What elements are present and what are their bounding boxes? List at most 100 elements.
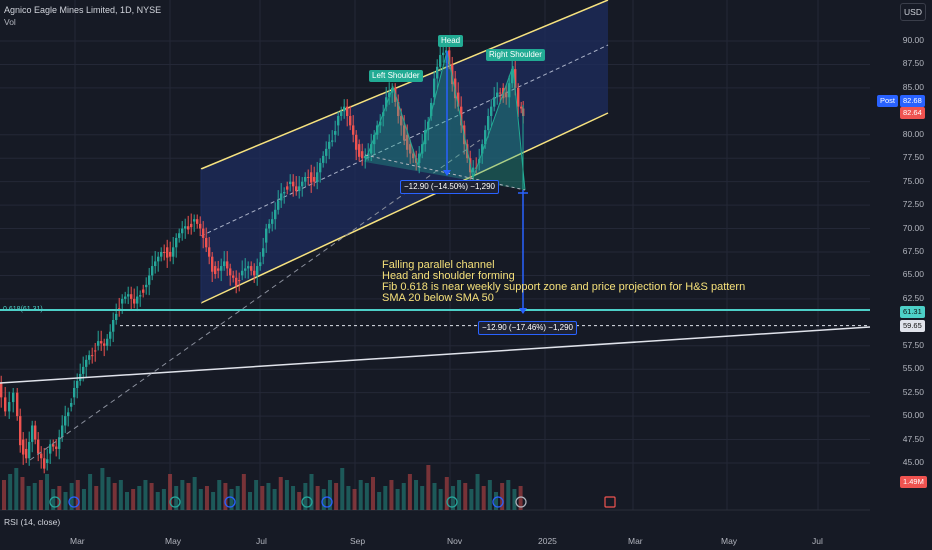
volume-bar	[426, 465, 431, 510]
y-tick-label: 80.00	[902, 128, 924, 139]
candle-body	[448, 50, 451, 65]
candle-body	[490, 106, 493, 117]
candle-body	[325, 148, 328, 156]
fib-label: 0.618(61.31)	[3, 306, 43, 313]
candle-body	[151, 266, 154, 276]
candle-body	[0, 383, 3, 398]
y-tick-label: 75.00	[902, 175, 924, 186]
candle-body	[52, 444, 55, 447]
candle-body	[337, 116, 340, 126]
volume-bar	[106, 477, 111, 510]
candle-body	[82, 366, 85, 374]
volume-bar	[51, 489, 56, 510]
event-marker	[68, 496, 80, 508]
candle-body	[256, 266, 259, 276]
volume-bar	[32, 483, 37, 510]
candle-body	[184, 226, 187, 229]
x-tick-label: Sep	[350, 536, 366, 546]
candle-body	[73, 387, 76, 398]
candle-body	[4, 397, 7, 412]
candle-body	[430, 102, 433, 117]
volume-bar	[450, 486, 455, 510]
candle-body	[412, 153, 415, 159]
candle-body	[388, 92, 391, 98]
candle-body	[400, 116, 403, 126]
candle-body	[439, 55, 442, 67]
volume-tag: 1.49M	[900, 476, 927, 488]
candle-body	[58, 437, 61, 449]
volume-bar	[155, 492, 160, 510]
support-price-tag: 61.31	[900, 306, 925, 318]
event-marker	[492, 496, 504, 508]
candle-body	[511, 69, 514, 84]
volume-bar	[8, 474, 13, 510]
candle-body	[481, 144, 484, 154]
candle-body	[214, 266, 217, 275]
candle-body	[190, 223, 193, 228]
candle-body	[460, 106, 463, 126]
currency-button[interactable]: USD	[900, 3, 926, 21]
candle-body	[154, 261, 157, 267]
candle-body	[346, 106, 349, 117]
candle-body	[520, 106, 523, 109]
volume-bar	[512, 489, 517, 510]
candle-body	[253, 270, 256, 276]
x-tick-label: May	[165, 536, 182, 546]
candle-body	[505, 92, 508, 98]
right-shoulder-label: Right Shoulder	[486, 49, 545, 61]
volume-bar	[118, 480, 123, 510]
y-tick-label: 77.50	[902, 152, 924, 163]
candle-body	[274, 209, 277, 220]
candle-body	[103, 343, 106, 346]
candle-body	[12, 392, 15, 403]
candle-body	[172, 247, 175, 257]
volume-bar	[444, 477, 449, 510]
measure-top-label: −12.90 (−14.50%) −1,290	[400, 180, 499, 194]
volume-bar	[38, 480, 43, 510]
candle-body	[247, 266, 250, 269]
candle-body	[271, 219, 274, 224]
candle-body	[130, 294, 133, 299]
candle-body	[379, 121, 382, 126]
event-marker	[49, 496, 61, 508]
candle-body	[484, 130, 487, 145]
left-shoulder-label: Left Shoulder	[369, 70, 423, 82]
candle-body	[283, 191, 286, 194]
event-marker	[321, 496, 333, 508]
volume-bar	[371, 477, 375, 510]
candle-body	[16, 392, 19, 417]
volume-bar	[309, 474, 314, 510]
volume-bar	[248, 492, 252, 510]
candle-body	[187, 226, 190, 230]
candle-body	[142, 289, 145, 293]
candle-body	[94, 350, 97, 352]
post-price-tag: 82.68	[900, 95, 925, 107]
candle-body	[286, 186, 289, 190]
volume-bar	[20, 477, 25, 510]
volume-bar	[358, 480, 363, 510]
volume-bar	[14, 468, 19, 510]
candle-body	[100, 341, 103, 344]
candle-body	[403, 125, 406, 141]
candle-body	[97, 341, 100, 346]
x-tick-label: Jul	[256, 536, 267, 546]
candle-body	[145, 284, 148, 288]
candle-body	[316, 172, 319, 182]
volume-bars	[2, 465, 523, 510]
volume-bar	[137, 486, 142, 510]
y-tick-label: 85.00	[902, 81, 924, 92]
candle-body	[292, 181, 295, 187]
volume-bar	[204, 486, 209, 510]
volume-bar	[180, 480, 185, 510]
volume-bar	[69, 483, 74, 510]
candle-body	[241, 270, 244, 276]
candle-body	[436, 66, 439, 79]
measure-arrowhead-top	[443, 170, 451, 176]
volume-bar	[407, 474, 412, 510]
volume-bar	[241, 474, 246, 510]
candle-body	[343, 106, 346, 112]
candle-body	[61, 425, 64, 438]
volume-bar	[506, 480, 511, 510]
candle-body	[196, 219, 199, 224]
volume-bar	[383, 486, 388, 510]
